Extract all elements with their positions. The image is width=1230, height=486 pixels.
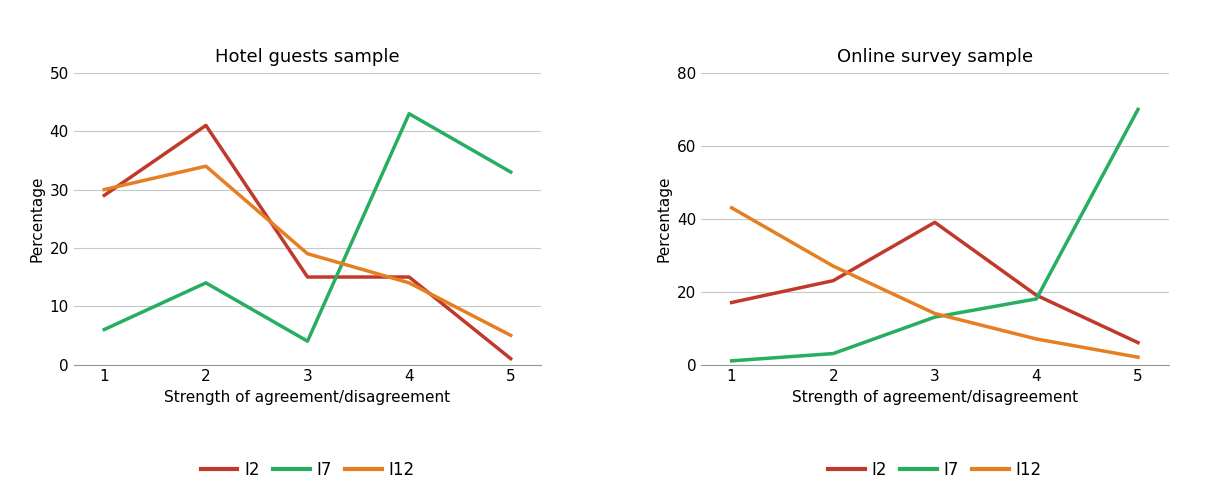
X-axis label: Strength of agreement/disagreement: Strength of agreement/disagreement: [792, 390, 1077, 405]
Title: Hotel guests sample: Hotel guests sample: [215, 48, 400, 66]
Y-axis label: Percentage: Percentage: [657, 175, 672, 262]
Title: Online survey sample: Online survey sample: [836, 48, 1033, 66]
Y-axis label: Percentage: Percentage: [30, 175, 44, 262]
Legend: I2, I7, I12: I2, I7, I12: [194, 454, 421, 486]
X-axis label: Strength of agreement/disagreement: Strength of agreement/disagreement: [165, 390, 450, 405]
Legend: I2, I7, I12: I2, I7, I12: [822, 454, 1048, 486]
